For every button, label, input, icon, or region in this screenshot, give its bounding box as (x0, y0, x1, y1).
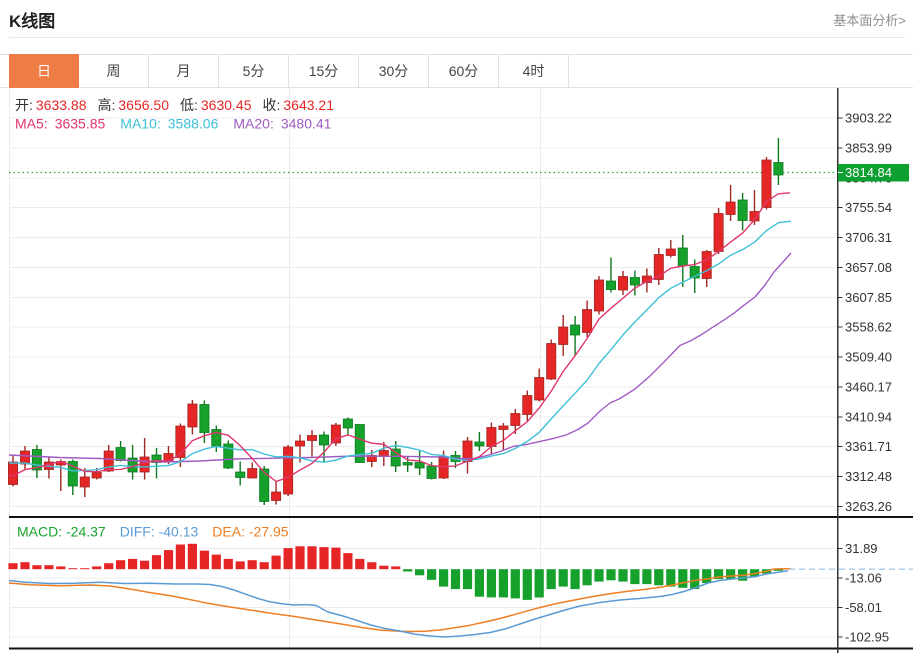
svg-text:3657.08: 3657.08 (845, 260, 892, 275)
svg-text:3814.84: 3814.84 (845, 165, 892, 180)
svg-text:-13.06: -13.06 (845, 570, 882, 585)
svg-text:3853.99: 3853.99 (845, 140, 892, 155)
svg-text:3903.22: 3903.22 (845, 111, 892, 126)
svg-text:3361.71: 3361.71 (845, 439, 892, 454)
svg-text:3263.26: 3263.26 (845, 499, 892, 514)
svg-text:3607.85: 3607.85 (845, 290, 892, 305)
svg-text:开:3633.88高:3656.50低:3630.45收:3: 开: 3633.88 高: 3656.50 低: 3630.45 收: 3643.21 (15, 97, 334, 113)
svg-text:3755.54: 3755.54 (845, 200, 892, 215)
svg-text:3410.94: 3410.94 (845, 409, 892, 424)
svg-text:-102.95: -102.95 (845, 630, 889, 645)
svg-text:31.89: 31.89 (845, 541, 878, 556)
svg-text:3460.17: 3460.17 (845, 379, 892, 394)
svg-text:3706.31: 3706.31 (845, 230, 892, 245)
svg-text:3509.40: 3509.40 (845, 350, 892, 365)
svg-text:3312.48: 3312.48 (845, 469, 892, 484)
svg-text:3558.62: 3558.62 (845, 320, 892, 335)
svg-text:-58.01: -58.01 (845, 600, 882, 615)
